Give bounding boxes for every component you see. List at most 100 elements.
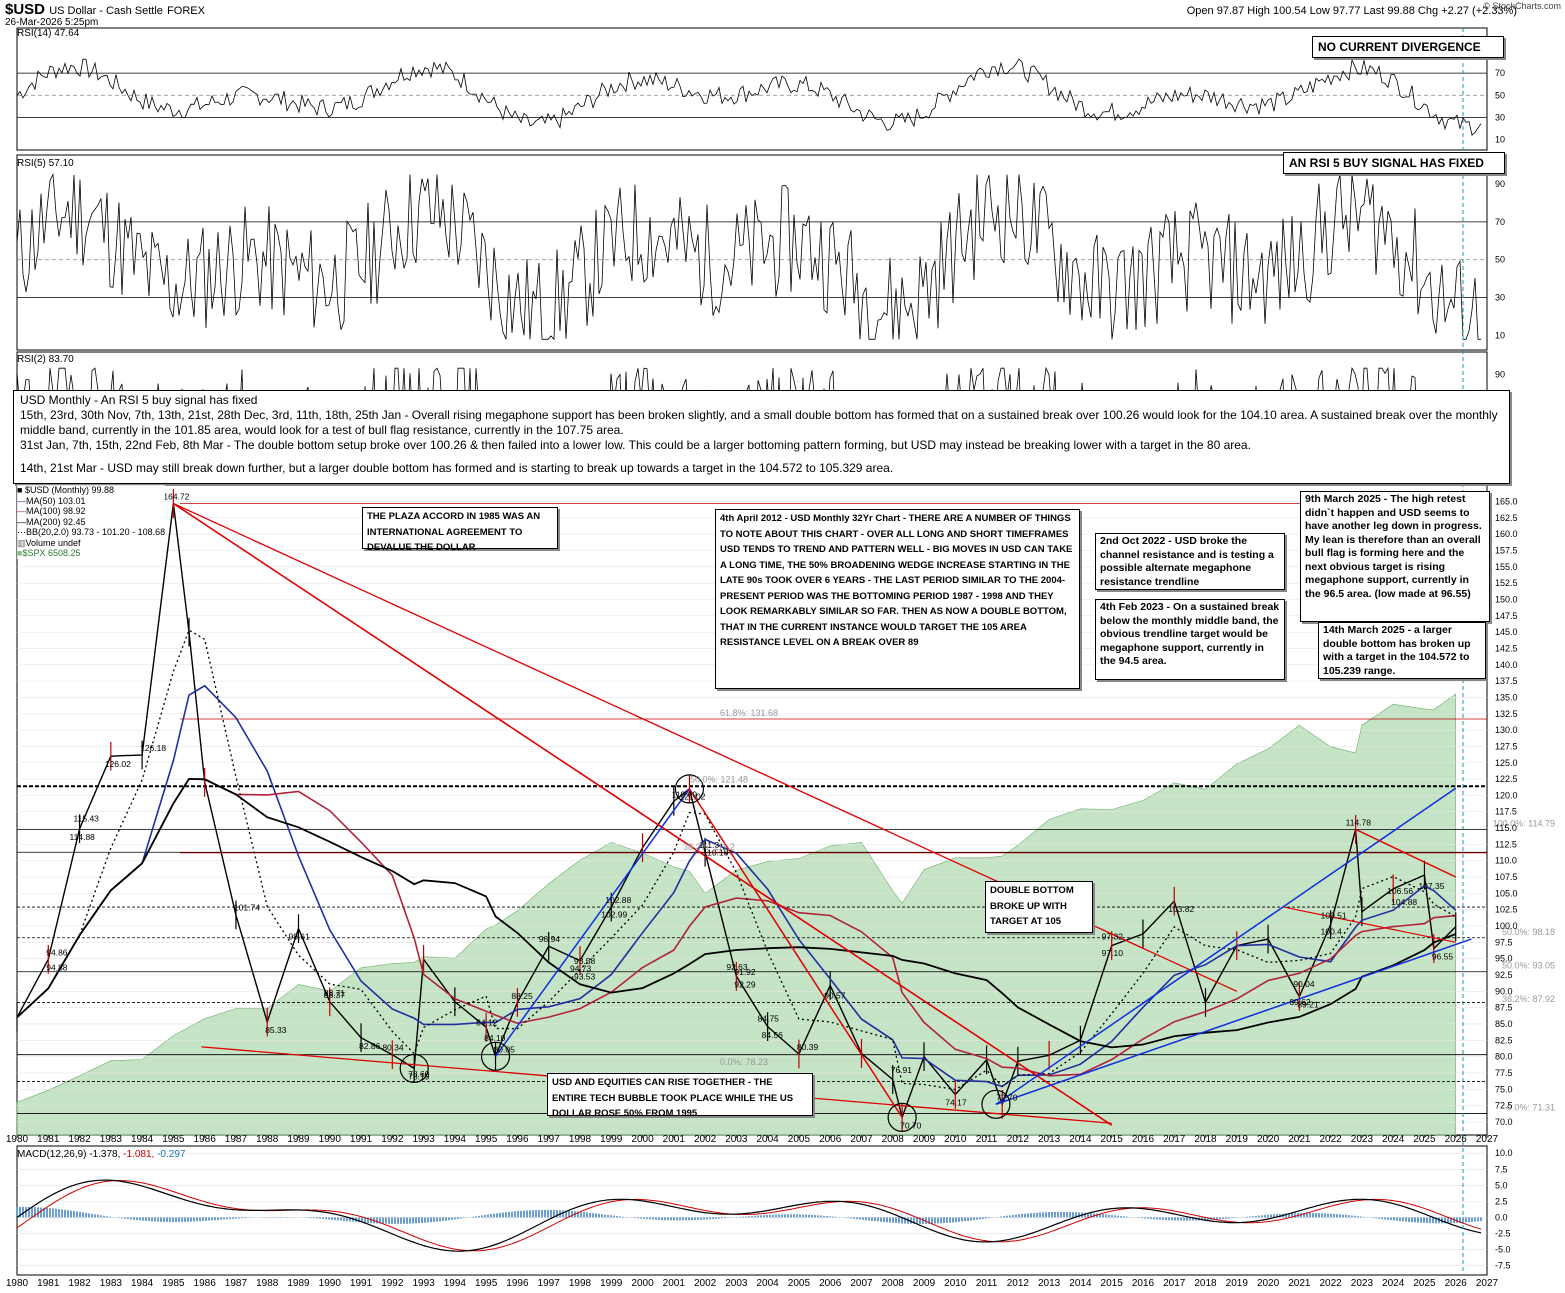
year-tick: 2026	[1445, 1134, 1468, 1145]
price-label: 80.05	[494, 1044, 516, 1054]
year-tick: 1986	[194, 1134, 217, 1145]
year-tick: 2010	[944, 1134, 967, 1145]
year-tick: 2002	[694, 1278, 717, 1289]
price-tick: 110.0	[1495, 856, 1517, 866]
year-tick: 1987	[225, 1134, 248, 1145]
year-tick: 1984	[131, 1278, 154, 1289]
price-label: 114.78	[1346, 817, 1372, 827]
price-label: 121.02	[679, 792, 705, 802]
year-tick: 2017	[1163, 1278, 1186, 1289]
year-tick: 2015	[1101, 1278, 1124, 1289]
rsi-tick: 90	[1495, 369, 1505, 379]
price-tick: 90.0	[1495, 986, 1513, 996]
year-tick: 2016	[1132, 1134, 1155, 1145]
rsi-tick: 70	[1495, 217, 1505, 227]
year-tick: 2007	[850, 1134, 873, 1145]
rsi-tick: 10	[1495, 134, 1505, 144]
commentary-p2: 31st Jan, 7th, 15th, 22nd Feb, 8th Mar -…	[20, 438, 1251, 452]
year-tick: 1986	[194, 1278, 217, 1289]
trendline	[172, 502, 1113, 1126]
trendline	[995, 938, 1472, 1106]
year-tick: 1997	[538, 1278, 561, 1289]
fib-label: 0.0%: 78.23	[720, 1057, 768, 1067]
year-tick: 1999	[600, 1278, 623, 1289]
ma50-line	[16, 684, 1457, 1088]
year-tick: 1983	[100, 1278, 123, 1289]
macd-value: MACD(12,26,9) -1.378,	[17, 1149, 121, 1160]
quote-line: Open 97.87 High 100.54 Low 97.77 Last 99…	[1186, 5, 1517, 17]
price-tick: 132.5	[1495, 709, 1518, 719]
price-label: 119.09	[672, 789, 698, 799]
macd-tick: -7.5	[1495, 1261, 1511, 1271]
year-tick: 2014	[1069, 1134, 1092, 1145]
price-tick: 130.0	[1495, 725, 1518, 735]
price-label: 94.73	[570, 963, 592, 973]
year-tick: 2002	[694, 1134, 717, 1145]
pivot-circle	[399, 1053, 429, 1083]
price-label: 88.71	[324, 988, 346, 998]
ticker-symbol: $USD	[5, 1, 46, 18]
price-label: 103.82	[1168, 904, 1194, 914]
price-label: 80.39	[797, 1042, 819, 1052]
year-tick: 2000	[631, 1278, 654, 1289]
price-label: 89.21	[1297, 999, 1319, 1009]
macd-tick: 0.0	[1495, 1212, 1508, 1222]
macd-signal-value: -1.081,	[123, 1149, 155, 1160]
ticker-exchange: FOREX	[167, 5, 205, 17]
fib-label: 38.2%: 111.2	[683, 842, 735, 852]
year-tick: 2004	[757, 1278, 780, 1289]
year-tick: 2005	[788, 1278, 811, 1289]
price-label: 100.4	[1321, 926, 1343, 936]
year-tick: 2012	[1007, 1278, 1030, 1289]
macd-tick: -2.5	[1495, 1228, 1511, 1238]
year-tick: 1985	[162, 1278, 185, 1289]
price-label: 115.43	[74, 813, 100, 823]
price-label: 82.86	[359, 1041, 381, 1051]
price-label: 78.60	[408, 1069, 430, 1079]
year-tick: 1990	[319, 1134, 342, 1145]
price-label: 110.18	[703, 848, 729, 858]
year-tick: 2011	[976, 1134, 998, 1145]
price-label: 90.04	[1293, 979, 1315, 989]
rsi14-line	[16, 58, 1482, 136]
commentary-p3: 14th, 21st Mar - USD may still break dow…	[20, 461, 894, 475]
year-tick: 2027	[1476, 1278, 1499, 1289]
ma100-line	[16, 778, 1456, 1077]
rsi-tick: 50	[1495, 255, 1505, 265]
year-tick: 2006	[819, 1278, 842, 1289]
price-label: 70.70	[900, 1120, 922, 1130]
year-tick: 2024	[1382, 1134, 1405, 1145]
macd-histogram-value: -0.297	[157, 1149, 186, 1160]
price-tick: 92.5	[1495, 970, 1513, 980]
year-tick: 1988	[256, 1134, 279, 1145]
year-tick: 2001	[663, 1278, 686, 1289]
price-tick: 165.0	[1495, 497, 1518, 507]
price-tick: 147.5	[1495, 611, 1518, 621]
year-tick: 2021	[1288, 1278, 1311, 1289]
rsi2-title: RSI(2) 83.70	[17, 354, 74, 365]
year-tick: 1992	[381, 1134, 404, 1145]
year-tick: 1993	[412, 1278, 435, 1289]
macd-tick: 10.0	[1495, 1148, 1513, 1158]
trendline	[688, 788, 903, 1118]
price-label: 90.57	[824, 991, 846, 1001]
pivot-circle	[981, 1089, 1011, 1119]
macd-tick: 7.5	[1495, 1164, 1508, 1174]
price-tick: 112.5	[1495, 839, 1517, 849]
fib-label: 50.0%: 98.18	[1502, 927, 1555, 937]
year-tick: 2007	[850, 1278, 873, 1289]
trendline	[1355, 828, 1457, 878]
year-tick: 2000	[631, 1134, 654, 1145]
trendline	[494, 788, 691, 1057]
year-tick: 1987	[225, 1278, 248, 1289]
price-label: 80.34	[382, 1042, 404, 1052]
feb-2023-note: 4th Feb 2023 - On a sustained break belo…	[1095, 599, 1285, 680]
price-label: 78.19	[408, 1071, 430, 1081]
year-tick: 1994	[444, 1134, 467, 1145]
price-tick: 140.0	[1495, 660, 1518, 670]
price-tick: 120.0	[1495, 790, 1518, 800]
year-tick: 2016	[1132, 1278, 1155, 1289]
price-tick: 77.5	[1495, 1068, 1513, 1078]
spx-overlay	[16, 693, 1457, 1136]
year-tick: 2009	[913, 1278, 936, 1289]
